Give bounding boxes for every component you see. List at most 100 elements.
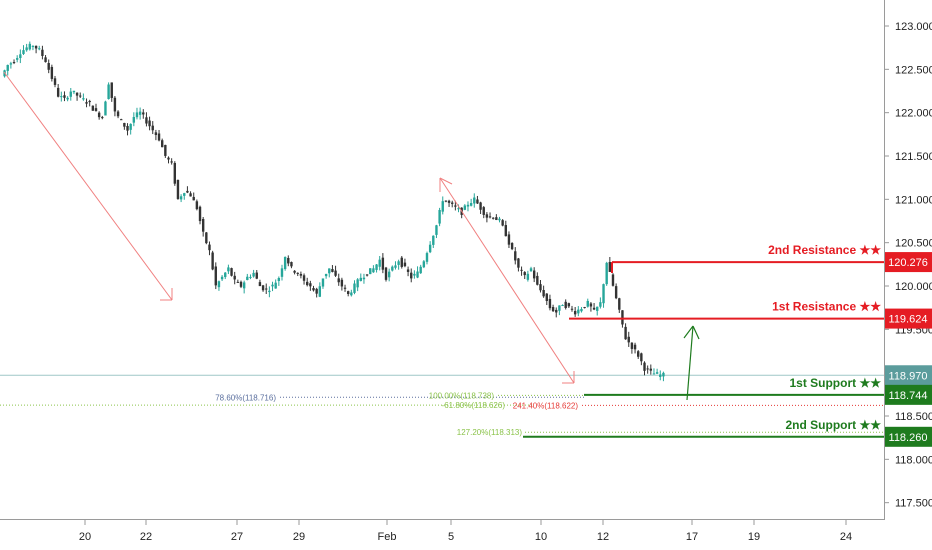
- candle-body: [280, 268, 284, 277]
- support-resistance-levels: 2nd Resistance ★★ 1st Resistance ★★ 1st Su…: [523, 243, 884, 438]
- candle-body: [9, 63, 13, 65]
- candle-body: [164, 144, 167, 156]
- candle-body: [422, 261, 426, 268]
- candle-body: [230, 268, 233, 276]
- x-tick-label: 17: [686, 531, 698, 543]
- candle-body: [479, 202, 482, 210]
- level-price-tag: [885, 308, 932, 329]
- candle-body: [287, 257, 290, 264]
- candle-body: [526, 273, 530, 280]
- candle-body: [261, 285, 265, 291]
- candle-body: [419, 266, 422, 274]
- x-tick-label: Feb: [378, 531, 397, 543]
- candle-body: [611, 274, 615, 286]
- fib-level-label: 78.60%(118.716): [215, 393, 276, 402]
- candle-body: [28, 43, 31, 50]
- candle-body: [75, 92, 79, 96]
- candle-body: [179, 196, 183, 200]
- current-price-tag: [885, 365, 932, 386]
- downtrend-arrow-head: [439, 177, 453, 185]
- candle-body: [372, 268, 375, 273]
- downtrend-arrow: [439, 177, 575, 384]
- candle-body: [302, 275, 306, 281]
- candle-body: [621, 310, 624, 325]
- candle-body: [596, 306, 599, 311]
- candle-body: [60, 96, 63, 98]
- candle-body: [406, 269, 410, 272]
- candle-body: [539, 284, 542, 291]
- candle-body: [148, 120, 151, 127]
- candle-body: [97, 112, 101, 118]
- candle-body: [432, 235, 435, 245]
- candle-body: [41, 49, 44, 56]
- candle-body: [186, 190, 189, 193]
- y-tick-label: 121.000: [895, 194, 932, 206]
- fib-level-label: 100.00%(118.738): [429, 391, 495, 400]
- x-axis-ticks: 20 22 27 29 Feb 5 10 12 17 19 24: [79, 520, 852, 543]
- level-price-tag: [885, 384, 932, 405]
- candle-body: [31, 45, 35, 47]
- level-price-tag-text: 118.744: [889, 390, 928, 402]
- candle-body: [340, 279, 344, 287]
- candle-body: [384, 267, 388, 280]
- y-tick-label: 120.000: [895, 281, 932, 293]
- candle-body: [381, 257, 385, 270]
- candle-body: [532, 270, 536, 279]
- candle-body: [529, 268, 533, 272]
- candle-body: [350, 292, 353, 296]
- candle-body: [34, 45, 38, 49]
- candle-body: [403, 262, 407, 267]
- y-tick-label: 120.500: [895, 238, 932, 250]
- candle-body: [476, 199, 479, 204]
- candle-body: [116, 111, 120, 117]
- candle-body: [599, 302, 602, 307]
- candle-body: [252, 272, 255, 277]
- candle-body: [236, 281, 240, 283]
- candle-body: [265, 288, 268, 290]
- candle-body: [662, 372, 665, 377]
- fibonacci-lines: 78.60%(118.716) 100.00%(118.738)-61.80%(1…: [0, 391, 884, 437]
- candle-body: [145, 117, 148, 124]
- candle-body: [570, 308, 574, 310]
- fib-level-label: -61.80%(118.626): [442, 401, 506, 410]
- candle-body: [643, 362, 646, 371]
- uptrend-arrow-head: [683, 325, 694, 339]
- candle-body: [296, 272, 299, 274]
- candle-body: [6, 64, 9, 71]
- candle-body: [154, 132, 158, 136]
- candle-body: [428, 244, 432, 253]
- candle-body: [69, 91, 72, 97]
- candle-body: [85, 102, 88, 104]
- candle-body: [22, 50, 25, 54]
- candle-body: [306, 281, 309, 286]
- candle-body: [586, 300, 589, 307]
- candle-body: [211, 252, 214, 270]
- candle-body: [387, 271, 391, 278]
- candle-body: [268, 290, 271, 293]
- candle-body: [577, 309, 580, 314]
- candle-body: [94, 108, 98, 111]
- y-tick-label: 117.500: [895, 498, 932, 510]
- candle-body: [369, 268, 372, 275]
- candle-body: [12, 62, 16, 64]
- candle-body: [315, 288, 318, 294]
- candle-body: [224, 272, 227, 278]
- candle-body: [19, 54, 22, 59]
- y-tick-label: 122.000: [895, 108, 932, 120]
- candle-body: [132, 117, 136, 123]
- candle-body: [510, 243, 514, 250]
- candle-body: [63, 95, 66, 98]
- fib-level-label: 241.40%(118.622): [513, 401, 579, 410]
- level-label: 1st Resistance ★★: [772, 300, 881, 314]
- candle-body: [649, 368, 653, 371]
- candle-body: [113, 97, 117, 112]
- candle-body: [573, 310, 577, 315]
- candle-body: [208, 244, 211, 251]
- candle-body: [618, 298, 621, 310]
- candle-body: [214, 266, 217, 286]
- candle-body: [274, 282, 277, 289]
- candle-body: [334, 270, 337, 276]
- candle-body: [517, 258, 520, 268]
- candle-body: [504, 225, 508, 237]
- candle-body: [416, 271, 419, 278]
